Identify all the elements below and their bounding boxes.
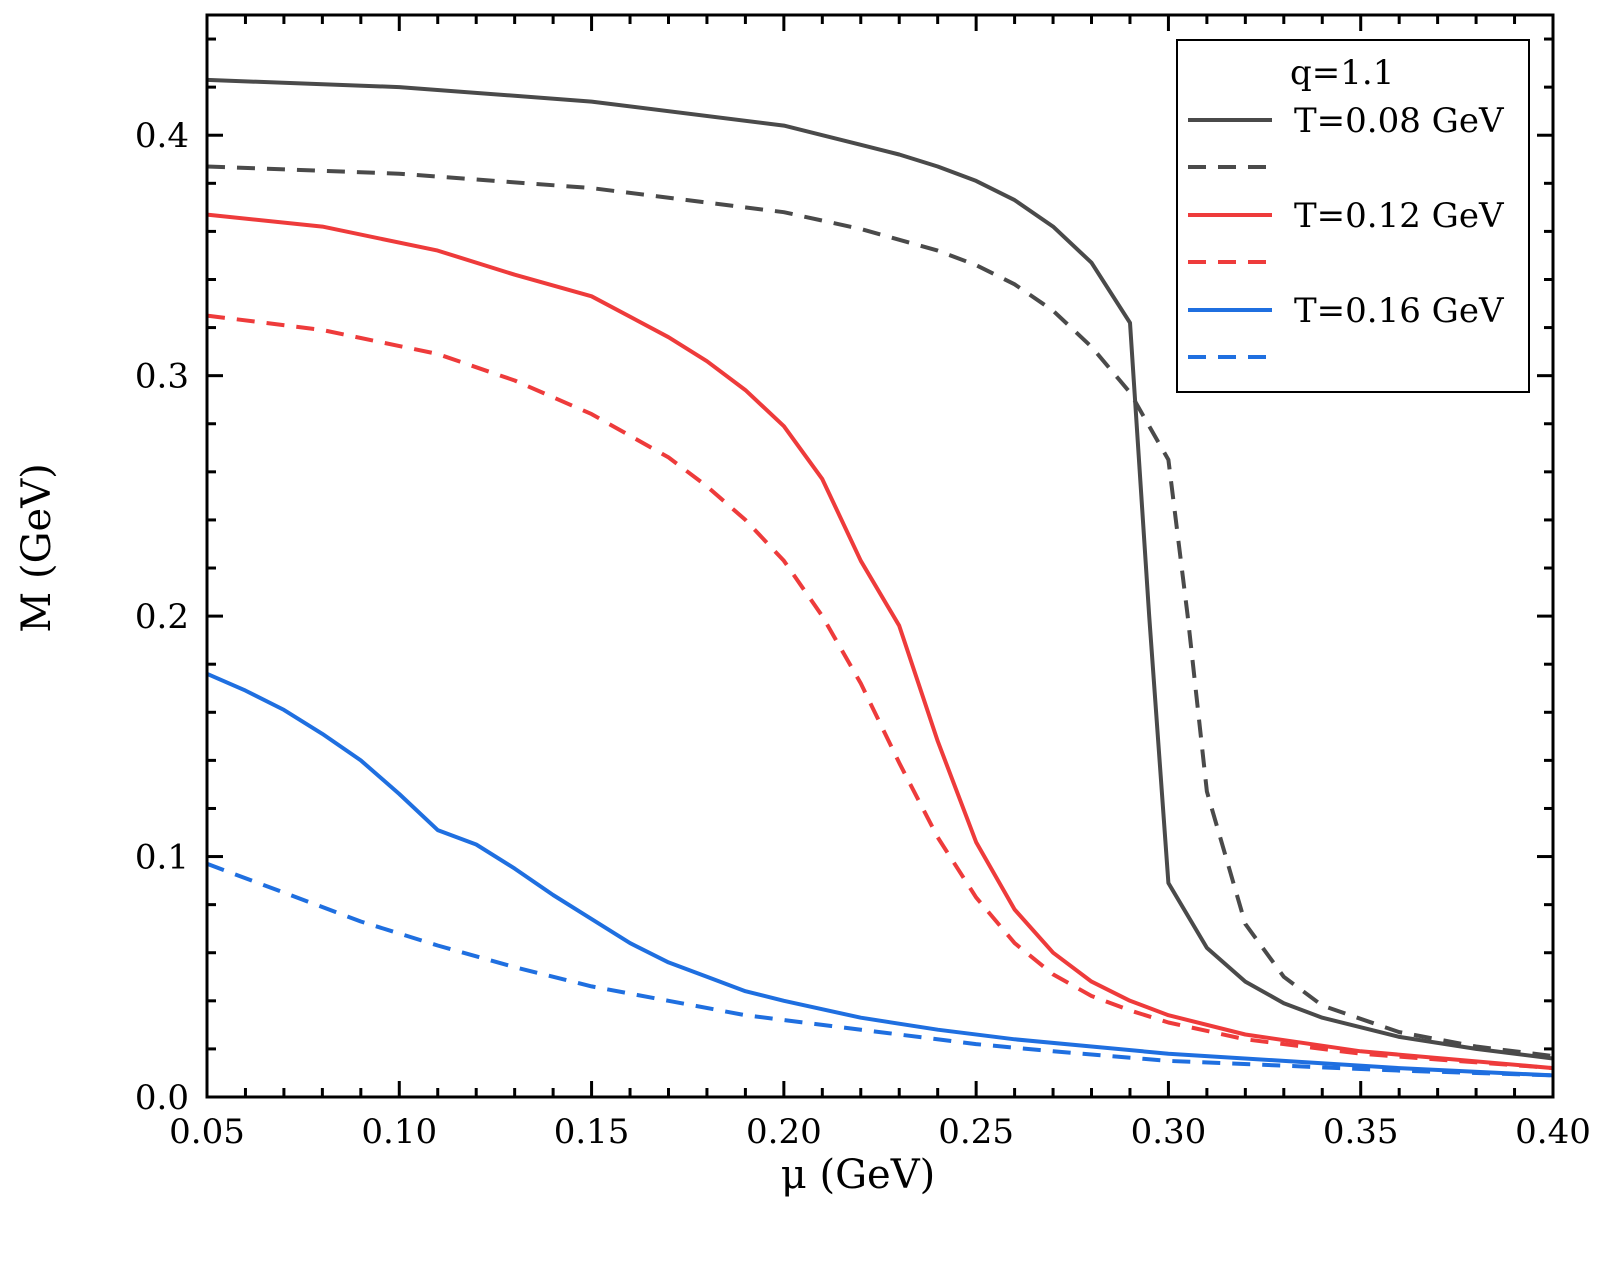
x-tick-label: 0.40 bbox=[1515, 1112, 1591, 1152]
legend-entries: T=0.08 GeV T=0.12 GeV T=0.16 GeV bbox=[1188, 101, 1505, 359]
legend-label-2: T=0.12 GeV bbox=[1294, 196, 1505, 236]
x-tick-label: 0.35 bbox=[1323, 1112, 1399, 1152]
x-tick-label: 0.15 bbox=[554, 1112, 630, 1152]
x-tick-label: 0.05 bbox=[169, 1112, 245, 1152]
y-tick-label: 0.3 bbox=[135, 357, 189, 397]
x-tick-label: 0.30 bbox=[1131, 1112, 1207, 1152]
y-tick-label: 0.1 bbox=[135, 838, 189, 878]
x-axis-title: μ (GeV) bbox=[781, 1152, 935, 1198]
legend-label-0: T=0.08 GeV bbox=[1294, 101, 1505, 141]
legend-label-4: T=0.16 GeV bbox=[1294, 291, 1505, 331]
series-line-1 bbox=[206, 164, 1554, 1059]
series-layer bbox=[206, 77, 1554, 1078]
series-line-4 bbox=[206, 671, 1554, 1078]
legend: q=1.1 T=0.08 GeV T=0.12 GeV T=0.16 GeV bbox=[1176, 39, 1530, 393]
y-tick-label: 0.0 bbox=[135, 1078, 189, 1118]
tick-labels: 0.05 0.10 0.15 0.20 0.25 0.30 0.35 0.40 0.0 0.1 0.… bbox=[135, 116, 1591, 1152]
y-tick-label: 0.4 bbox=[135, 116, 189, 156]
series-line-5 bbox=[206, 861, 1554, 1078]
plot-frame bbox=[205, 13, 1555, 1099]
axis-ticks bbox=[205, 15, 1555, 1099]
series-line-3 bbox=[206, 313, 1554, 1071]
x-tick-label: 0.25 bbox=[938, 1112, 1014, 1152]
x-tick-label: 0.10 bbox=[361, 1112, 437, 1152]
y-tick-label: 0.2 bbox=[135, 597, 189, 637]
series-line-2 bbox=[206, 212, 1554, 1071]
x-tick-label: 0.20 bbox=[746, 1112, 822, 1152]
series-line-0 bbox=[206, 77, 1554, 1061]
legend-title: q=1.1 bbox=[1290, 53, 1394, 93]
y-axis-title: M (GeV) bbox=[14, 463, 60, 632]
